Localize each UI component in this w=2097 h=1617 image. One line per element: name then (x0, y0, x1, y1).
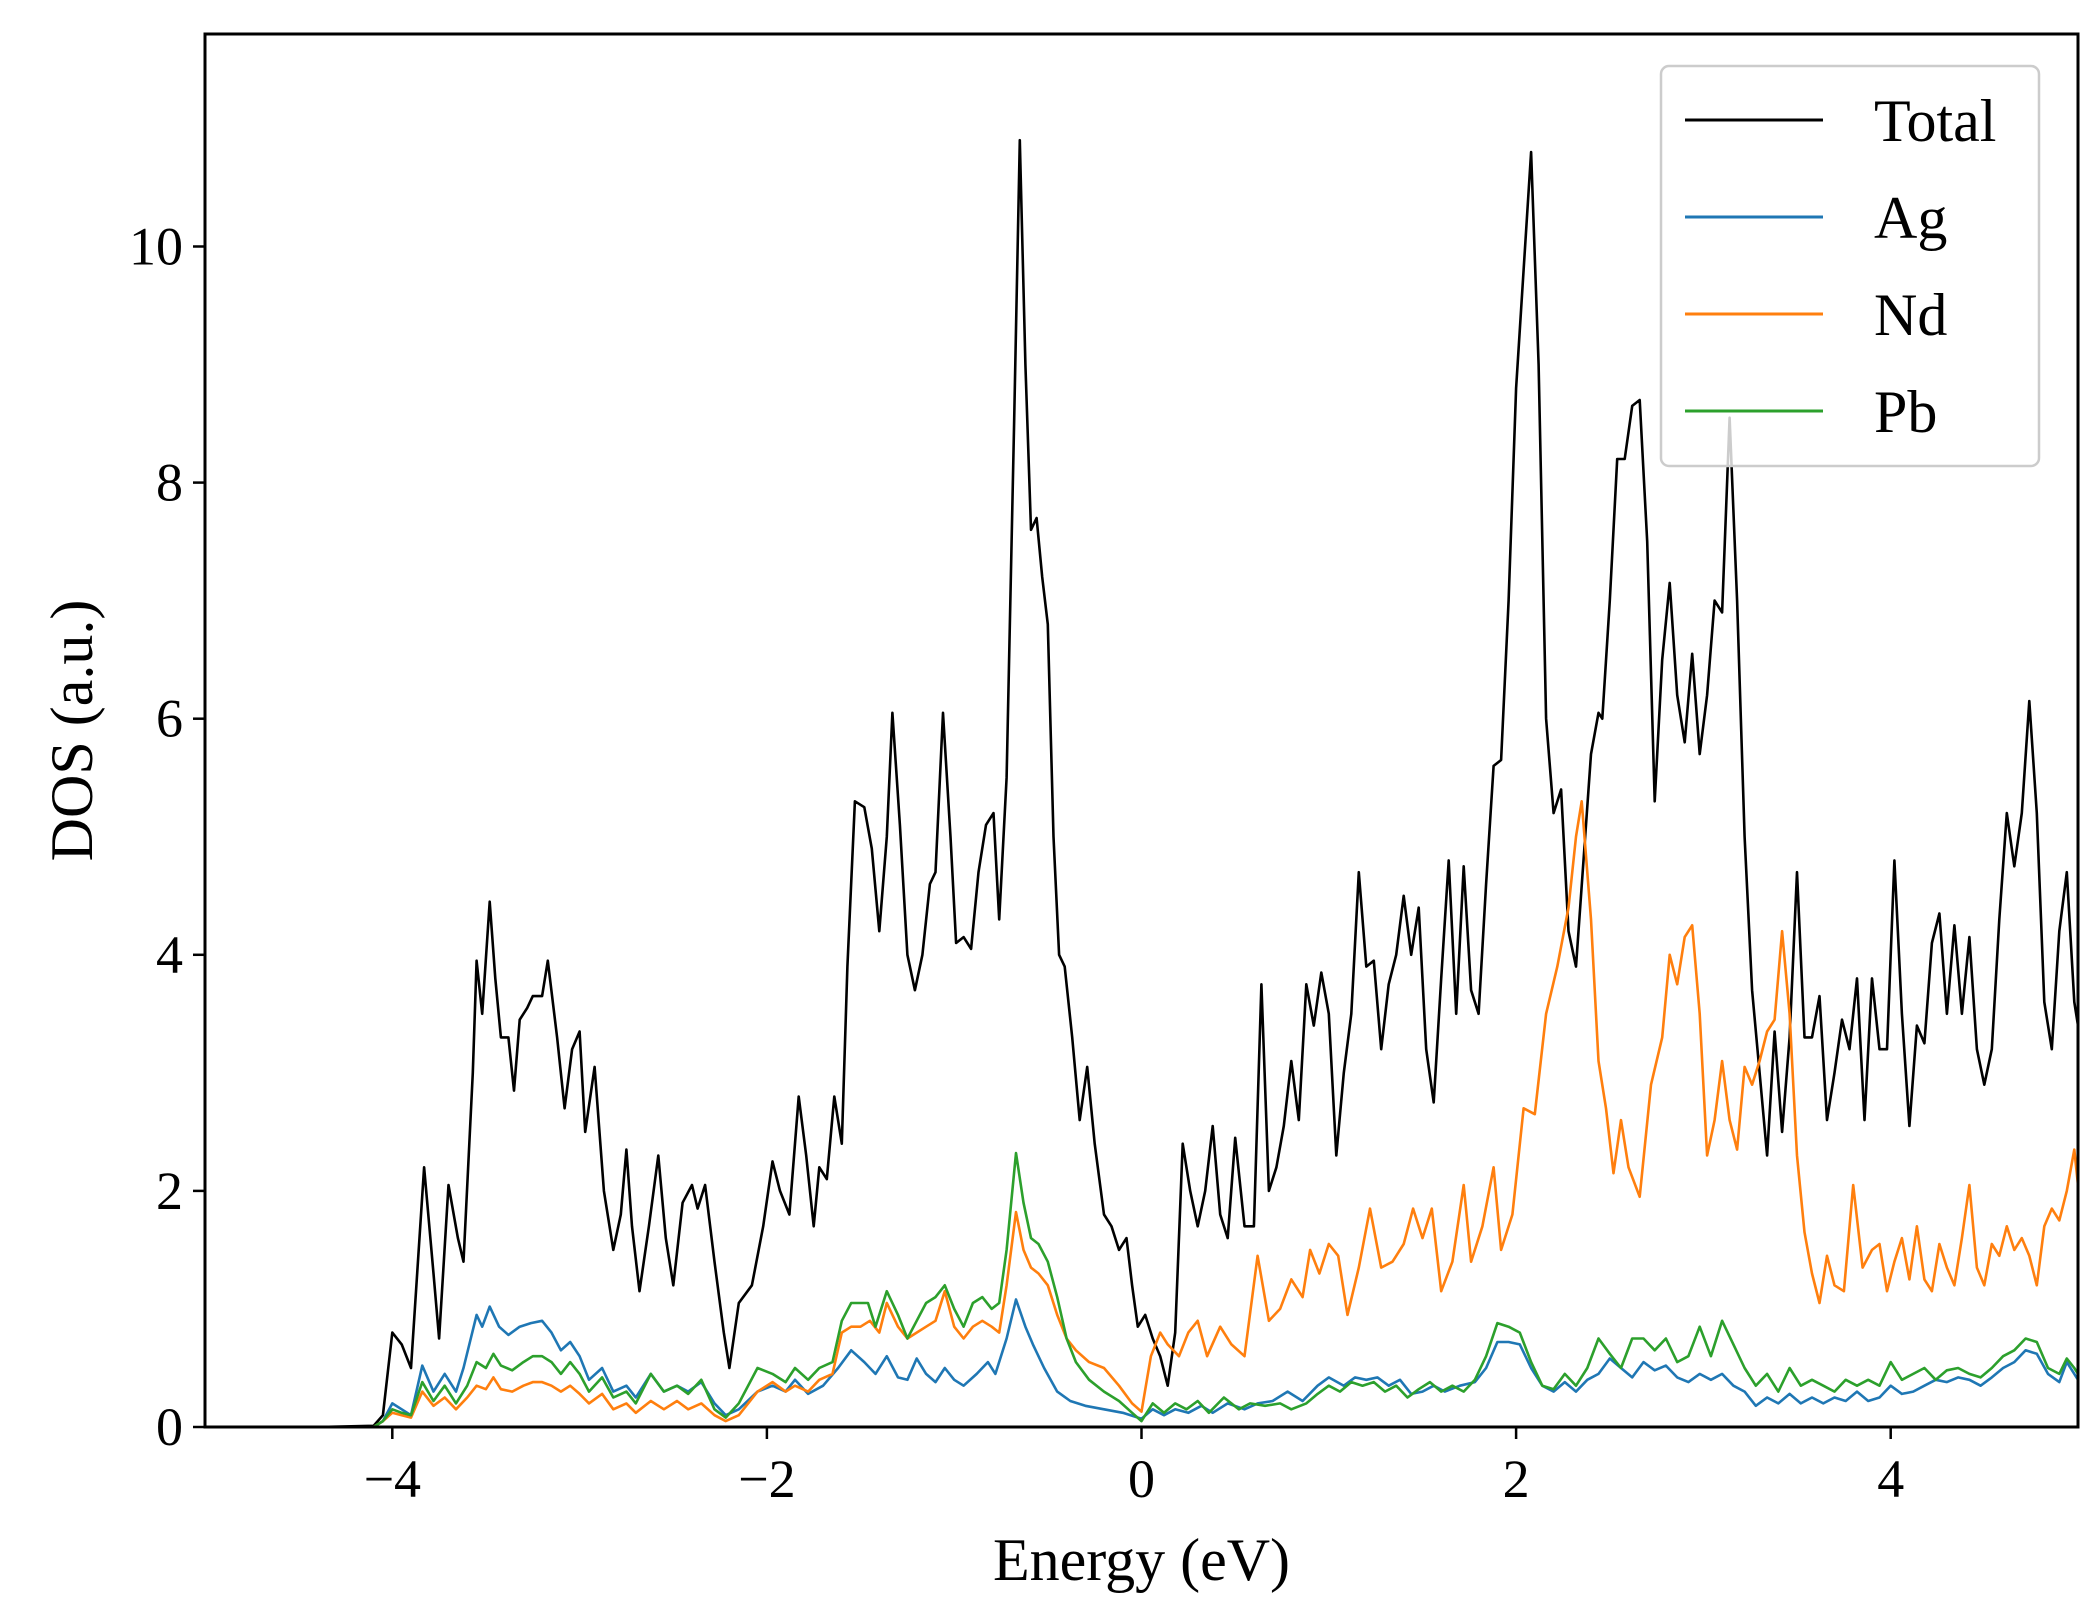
series-line-total (205, 138, 2078, 1427)
x-tick-label: −2 (738, 1449, 795, 1509)
plot-series (205, 138, 2078, 1427)
x-tick-label: 4 (1877, 1449, 1904, 1509)
y-tick-label: 4 (156, 925, 183, 985)
legend-label-total: Total (1874, 88, 1996, 154)
y-tick-label: 6 (156, 689, 183, 749)
y-tick-label: 2 (156, 1161, 183, 1221)
legend-label-pb: Pb (1874, 379, 1937, 445)
legend-label-nd: Nd (1874, 282, 1947, 348)
y-tick-label: 8 (156, 453, 183, 513)
y-tick-label: 0 (156, 1397, 183, 1457)
plot-area-frame (203, 32, 2080, 1429)
legend-box (1659, 64, 2041, 468)
series-line-pb (205, 1151, 2078, 1427)
x-tick-label: 0 (1128, 1449, 1155, 1509)
x-axis-ticks: −4 −2 0 2 4 (364, 1427, 1904, 1509)
legend: Total Ag Nd Pb (1659, 64, 2041, 468)
series-line-nd (205, 800, 2078, 1427)
series-line-ag (205, 1298, 2078, 1427)
y-axis-title: DOS (a.u.) (39, 600, 105, 862)
x-tick-label: −4 (364, 1449, 421, 1509)
x-axis-title: Energy (eV) (993, 1527, 1290, 1593)
y-axis-ticks: 0 2 4 6 8 10 (129, 216, 205, 1457)
legend-label-ag: Ag (1874, 185, 1947, 251)
y-tick-label: 10 (129, 216, 183, 276)
x-tick-label: 2 (1503, 1449, 1530, 1509)
